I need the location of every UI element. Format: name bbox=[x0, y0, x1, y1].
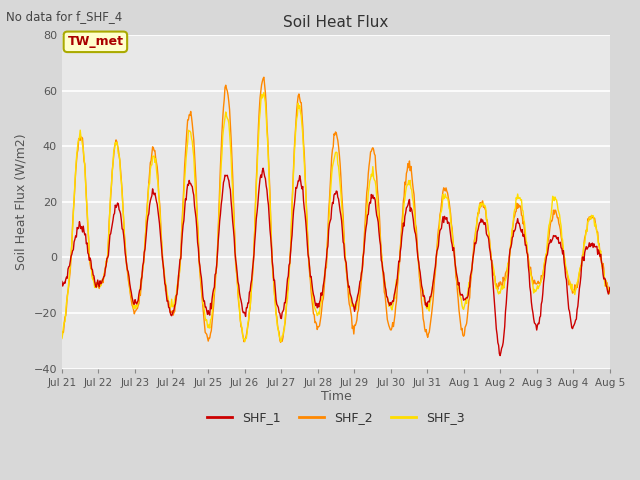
Legend: SHF_1, SHF_2, SHF_3: SHF_1, SHF_2, SHF_3 bbox=[202, 406, 470, 429]
Text: TW_met: TW_met bbox=[67, 36, 124, 48]
Text: No data for f_SHF_4: No data for f_SHF_4 bbox=[6, 10, 123, 23]
X-axis label: Time: Time bbox=[321, 390, 351, 403]
Title: Soil Heat Flux: Soil Heat Flux bbox=[284, 15, 388, 30]
Y-axis label: Soil Heat Flux (W/m2): Soil Heat Flux (W/m2) bbox=[15, 133, 28, 270]
